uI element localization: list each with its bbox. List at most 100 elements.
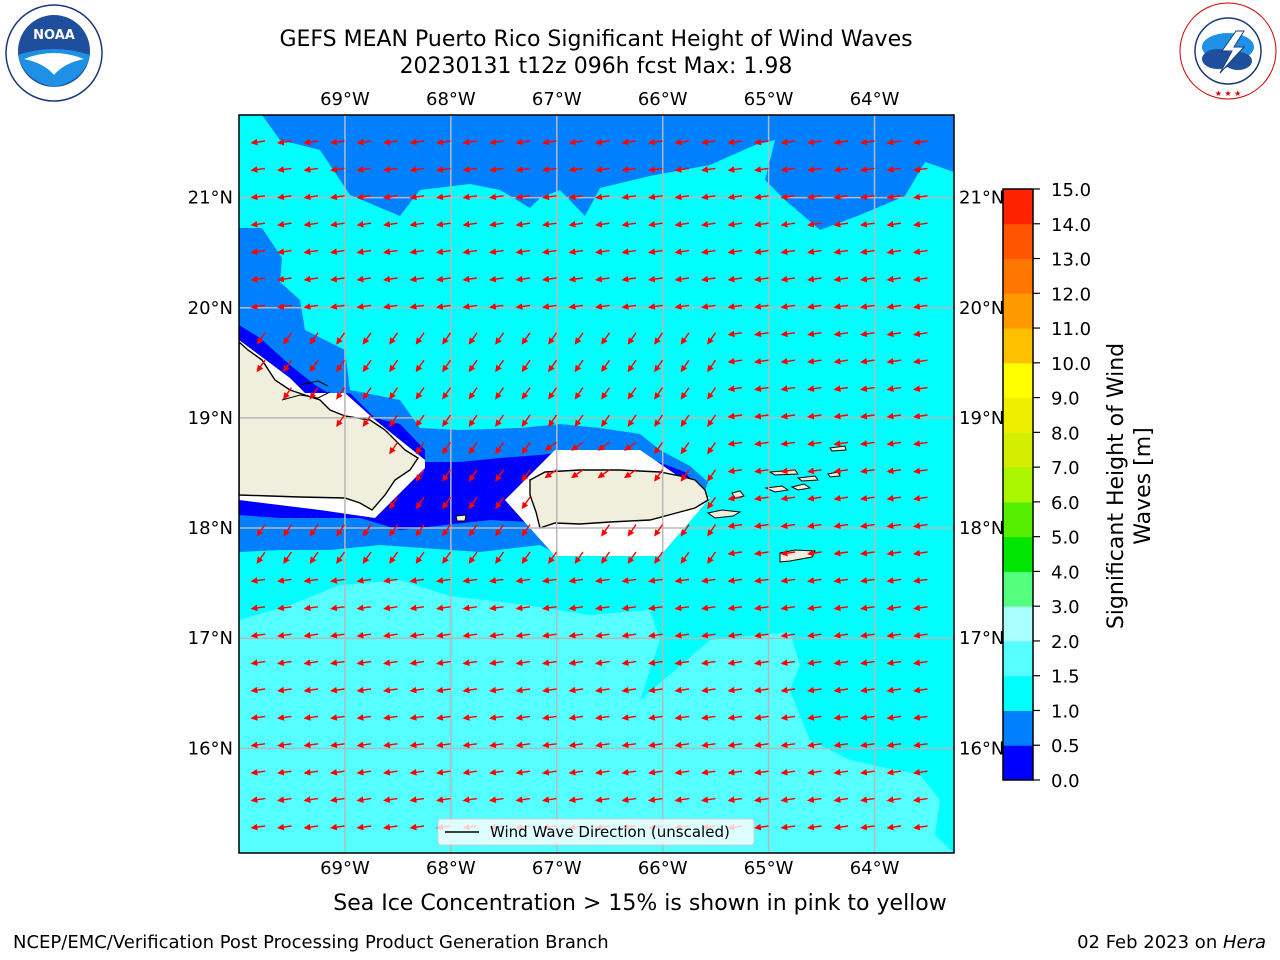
wave-arrow-head-557 [595,741,603,749]
wave-arrow-head-209 [283,364,290,373]
wave-arrow-head-465 [913,632,921,639]
chart-subtitle: 20230131 t12z 096h fcst Max: 1.98 [399,54,793,79]
wave-arrow-head-253 [780,385,788,392]
wave-arrow-head-352 [680,529,688,537]
wave-arrow-head-518 [250,714,258,721]
colorbar-tick-label: 10.0 [1051,354,1091,375]
wave-arrow-head-359 [860,522,868,529]
wave-arrow-head-145 [648,275,656,283]
wave-arrow-head-30 [356,166,364,173]
wave-arrow-head-585 [648,769,656,776]
wave-arrow-head-470 [356,659,364,666]
wave-arrow-head-503 [542,686,550,694]
wave-arrow-head-232 [886,358,894,365]
wave-arrow-head-19 [754,138,762,146]
wave-arrow-head-569 [913,741,921,749]
wave-arrow-head-473 [436,659,444,666]
wave-band-0.5-1.0-north [262,115,954,230]
wave-arrow-head-645 [860,823,868,831]
wave-arrow-head-228 [780,358,788,365]
wave-arrow-head-161 [383,303,391,310]
wave-arrow-head-296 [754,440,762,447]
wave-arrow-head-198 [680,337,688,345]
wave-arrow-head-304 [442,474,449,482]
wave-arrow-head-609 [595,796,603,803]
colorbar-segment-15 [1003,223,1033,260]
colorbar-segment-16 [1003,189,1033,225]
lat-tick-label: 18°N [188,518,233,539]
wave-arrow-head-385 [860,549,868,557]
wave-arrow-head-417 [330,604,338,612]
wave-arrow-head-646 [886,823,894,831]
wave-arrow-head-558 [621,741,629,749]
wave-arrow-head-303 [415,474,423,482]
wave-arrow-head-467 [277,659,285,666]
wave-arrow-head-559 [648,741,656,749]
colorbar-tick-label: 9.0 [1051,389,1080,410]
wave-arrow-head-642 [780,823,788,831]
wave-arrow-head-203 [807,330,815,338]
wave-arrow-head-174 [727,303,735,310]
wave-arrow-head-45 [754,166,762,173]
wave-arrow-head-280 [886,412,894,420]
wave-arrow-head-49 [860,166,868,173]
wave-arrow-head-117 [595,248,603,255]
wave-arrow-head-425 [542,604,550,612]
wave-arrow-head-142 [568,275,576,283]
wave-arrow-head-524 [409,714,417,721]
wave-arrow-head-225 [707,364,714,373]
wave-arrow-head-108 [356,248,364,255]
wave-arrow-head-321 [886,467,894,475]
colorbar-tick-label: 11.0 [1051,319,1091,340]
wave-arrow-head-272 [680,419,688,427]
wave-arrow-head-238 [389,392,396,400]
wave-arrow-head-578 [462,769,470,776]
wave-arrow-head-405 [701,577,709,584]
wave-arrow-head-60 [462,193,470,201]
wave-arrow-head-2 [303,138,311,146]
land-sombrero [827,471,841,478]
wave-arrow-head-260 [362,419,370,427]
wave-arrow-head-221 [601,364,608,373]
lon-tick-label: 67°W [532,89,582,110]
wave-arrow-head-204 [833,330,841,338]
nws-logo-icon: ★ ★ ★ [1179,2,1277,100]
lon-ticks-bottom: 69°W 68°W 67°W 66°W 65°W 64°W [320,858,900,879]
wave-arrow-head-239 [415,392,423,400]
lat-tick-label: 18°N [959,518,1004,539]
colorbar-tick-label: 2.0 [1051,632,1080,653]
wave-arrow-head-218 [521,364,529,373]
wave-arrow-head-241 [468,392,476,400]
wave-arrow-head-220 [574,364,582,373]
wave-arrow-head-415 [277,604,285,612]
wave-arrow-head-170 [621,303,629,310]
wave-arrow-head-401 [595,577,603,584]
colorbar-segment-7 [1003,501,1033,538]
wave-arrow-head-540 [833,714,841,721]
wave-arrow-head-593 [860,769,868,776]
wave-arrow-head-179 [860,303,868,310]
wave-arrow-head-386 [886,549,894,557]
wave-arrow-head-267 [548,419,555,427]
wave-arrow-head-231 [860,358,868,365]
wave-arrow-head-542 [886,714,894,721]
wave-arrow-head-219 [548,364,555,373]
wave-arrow-head-567 [860,741,868,749]
wave-arrow-head-229 [807,358,815,365]
wave-arrow-head-293 [680,446,688,455]
wave-arrow-head-255 [833,385,841,392]
wave-arrow-head-258 [913,385,921,392]
wave-arrow-head-627 [383,823,391,831]
wave-arrow-head-432 [727,604,735,612]
wave-arrow-head-39 [595,166,603,173]
wave-arrow-head-625 [330,823,338,831]
wave-arrow-head-270 [627,419,635,427]
wave-arrow-head-180 [886,303,894,310]
wave-arrow-head-500 [462,686,470,694]
wave-arrow-head-647 [913,823,921,831]
wave-arrow-head-538 [780,714,788,721]
wave-arrow-head-349 [601,529,608,537]
wave-arrow-head-87 [489,221,497,228]
wave-arrow-head-16 [674,138,682,146]
wave-arrow-head-357 [807,522,815,529]
